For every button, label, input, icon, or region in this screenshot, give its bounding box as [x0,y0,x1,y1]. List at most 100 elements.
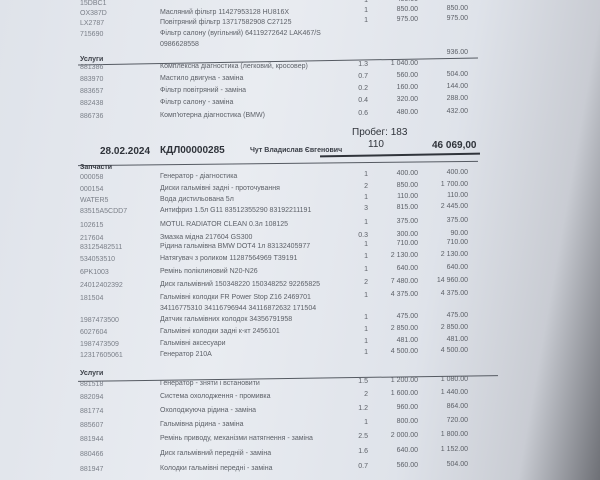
item-price: 1 200.00 [390,377,418,384]
item-description: Система охолодження - промивка [160,393,271,400]
item-total: 850.00 [446,5,468,12]
item-code: 83125482511 [80,244,123,251]
item-price: 850.00 [396,6,418,13]
item-code: 881774 [80,408,104,415]
item-quantity: 1 [364,241,368,248]
item-description: Гальмівні колодки задні к-кт 2456101 [160,328,280,335]
item-price: 640.00 [396,447,418,454]
item-total: 2 130.00 [440,251,468,258]
item-description: Антифриз 1.5л G11 83512355290 8319221119… [160,207,312,214]
item-price: 975.00 [396,16,418,23]
item-code: WATER5 [80,197,109,204]
item-code: 1987473509 [80,341,119,348]
item-price: 450.00 [378,0,418,3]
item-total: 144.00 [446,83,468,90]
item-quantity: 1 [364,326,368,333]
item-total: 1 700.00 [440,181,468,188]
item-quantity: 2 [364,391,368,398]
item-total: 400.00 [446,169,468,176]
item-quantity: 0.2 [358,85,368,92]
item-quantity: 2 [364,183,368,190]
parts-header: Запчасти [80,164,113,171]
item-code: LX2787 [80,20,105,27]
item-quantity: 1 [364,219,368,226]
item-total: 481.00 [446,336,468,343]
item-total: 864.00 [446,403,468,410]
item-price: 481.00 [396,337,418,344]
item-description: Генератор 210А [160,351,212,358]
item-code: 24012402392 [80,282,123,289]
item-price: 320.00 [396,96,418,103]
item-quantity: 1 [364,292,368,299]
item-price: 475.00 [396,313,418,320]
item-code: 102615 [80,222,104,229]
item-description: Вода дистильована 5л [160,196,234,203]
item-total: 2 445.00 [440,203,468,210]
item-description: Охолоджуюча рідина - заміна [160,407,257,414]
item-code: 715690 [80,31,104,38]
item-code: 883970 [80,76,104,83]
item-price: 560.00 [396,72,418,79]
item-description: Диск гальмівний 150348220 150348252 9226… [160,281,321,288]
item-code: 881386 [80,64,104,71]
item-description: Комплексна діагностика (легковий, кросов… [160,63,308,70]
item-quantity: 1 [364,338,368,345]
divider [78,160,478,167]
item-description: Колодки гальмівні передні - заміна [160,465,273,472]
item-code: 886736 [80,113,104,120]
item-code: 15DBC1 [80,0,107,7]
item-quantity: 0.6 [358,110,368,117]
item-price: 110.00 [397,193,418,200]
item-total: 14 960.00 [436,277,468,284]
services-subtotal: 936.00 [446,49,468,56]
item-total: 90.00 [450,230,468,237]
services-header: Услуги [80,56,104,63]
item-price: 815.00 [396,204,418,211]
item-description: Диски гальмівні задні - проточування [160,185,280,192]
item-code: 880466 [80,451,104,458]
item-description: Фільтр салону - заміна [160,99,234,106]
item-code: 6PK1003 [80,269,109,276]
item-price: 4 500.00 [390,348,418,355]
item-quantity: 1 [364,266,368,273]
item-price: 7 480.00 [390,278,418,285]
item-price: 850.00 [396,182,418,189]
item-description: Мастило двигуна - заміна [160,75,244,82]
item-total: 4 375.00 [440,290,468,297]
item-price: 710.00 [396,240,418,247]
item-total: 710.00 [446,239,468,246]
item-description: Рідина гальмівна BMW DOT4 1л 83132405977 [160,243,311,250]
item-code: 534053510 [80,256,116,263]
item-quantity: 2.5 [358,433,368,440]
item-description: Повітряний фільтр 13717582908 C27125 [160,19,292,26]
item-description: MOTUL RADIATOR CLEAN 0.3л 108125 [160,221,289,228]
item-price: 2 850.00 [390,325,418,332]
item-code: 000058 [80,174,104,181]
item-quantity: 1 [364,194,368,201]
item-quantity: 1 [364,17,368,24]
item-description: Диск гальмівний передній - заміна [160,450,272,457]
item-description: Фільтр повітряний - заміна [160,87,247,94]
item-price: 560.00 [396,462,418,469]
item-quantity: 0.7 [358,463,368,470]
item-description: Генератор - зняти і встановити [160,380,260,387]
mileage-label: Пробег: 183 [352,127,408,138]
item-quantity: 1 [364,7,368,14]
item-quantity: 1 [364,253,368,260]
item-description-line2: 0986628558 [160,41,199,48]
item-total: 1 152.00 [440,446,468,453]
item-code: 181504 [80,295,104,302]
item-total: 432.00 [446,108,468,115]
item-price: 640.00 [396,265,418,272]
item-price: 480.00 [396,109,418,116]
item-total: 640.00 [446,264,468,271]
divider [319,152,481,158]
item-quantity: 1 [364,314,368,321]
item-total: 375.00 [446,217,468,224]
item-price: 2 000.00 [390,432,418,439]
item-quantity: 1.6 [358,448,368,455]
item-description: Генератор - діагностика [160,173,238,180]
item-total: 504.00 [446,71,468,78]
item-description: Змазка мідна 217604 GS300 [160,234,253,241]
